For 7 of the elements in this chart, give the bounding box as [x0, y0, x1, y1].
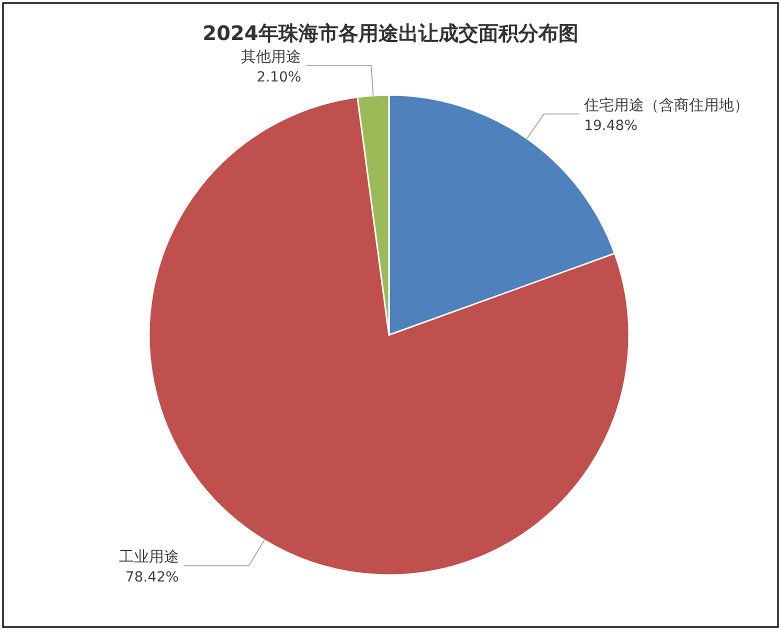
- slice-label: 住宅用途（含商住用地）: [583, 96, 750, 114]
- slice-label: 工业用途: [118, 548, 179, 566]
- chart-title: 2024年珠海市各用途出让成交面积分布图: [202, 21, 578, 45]
- data-label: 19.48%: [584, 118, 638, 134]
- data-label: 78.42%: [125, 570, 179, 586]
- data-label: 2.10%: [256, 70, 302, 86]
- slice-label: 其他用途: [241, 48, 302, 66]
